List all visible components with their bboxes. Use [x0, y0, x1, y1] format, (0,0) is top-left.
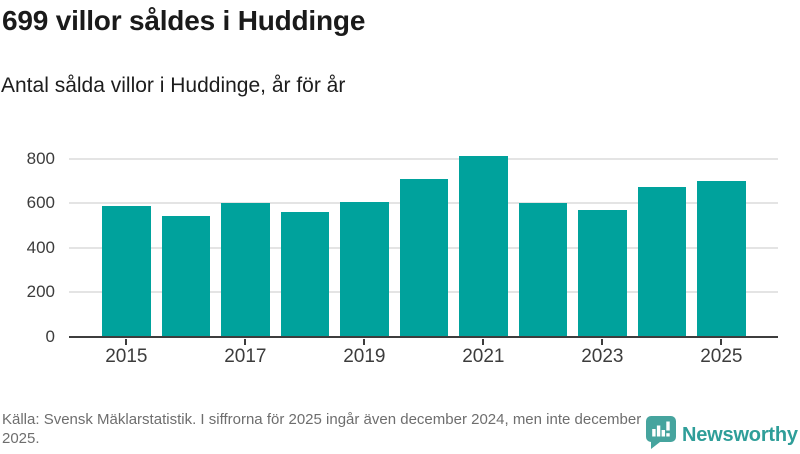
x-tick-2025 [720, 339, 723, 345]
y-axis: 0 200 400 600 800 [0, 148, 55, 346]
x-tick-2019 [363, 339, 366, 345]
bar-2019 [340, 202, 389, 337]
x-tick-label-2023: 2023 [581, 346, 624, 367]
chart-subtitle: Antal sålda villor i Huddinge, år för år [1, 74, 346, 97]
y-tick-label-600: 600 [26, 193, 55, 213]
bar-2022 [518, 202, 568, 337]
newsworthy-logo-text: Newsworthy [682, 423, 798, 446]
bar-2018 [280, 212, 330, 337]
bar-2023 [578, 210, 627, 337]
x-tick-2017 [244, 339, 247, 345]
newsworthy-logo-icon [646, 416, 676, 454]
source-note: Källa: Svensk Mäklarstatistik. I siffror… [2, 411, 642, 447]
x-tick-label-2025: 2025 [700, 346, 743, 367]
x-tick-2023 [601, 339, 604, 345]
bar-chart-plot-area: 2015 2017 2019 2021 2023 2025 [69, 150, 778, 367]
x-tick-label-2019: 2019 [343, 346, 386, 367]
y-tick-label-800: 800 [26, 148, 55, 168]
newsworthy-logo: Newsworthy [646, 416, 798, 454]
x-tick-label-2017: 2017 [224, 346, 267, 367]
bar-2021 [459, 156, 508, 337]
bar-2016 [161, 215, 211, 337]
bar-2025 [697, 181, 746, 337]
bar-2017 [221, 203, 270, 337]
x-axis-line [69, 335, 778, 338]
page-title: 699 villor såldes i Huddinge [2, 5, 366, 36]
x-tick-label-2015: 2015 [105, 346, 148, 367]
x-tick-2015 [125, 339, 128, 345]
y-tick-label-0: 0 [45, 327, 55, 346]
y-tick-label-400: 400 [26, 237, 55, 257]
bar-2024 [637, 186, 687, 337]
x-tick-label-2021: 2021 [462, 346, 505, 367]
bar-2015 [102, 206, 151, 337]
x-tick-2021 [482, 339, 485, 345]
bar-2020 [399, 178, 449, 337]
y-tick-label-200: 200 [26, 282, 55, 302]
gridline-y-800 [69, 157, 778, 160]
